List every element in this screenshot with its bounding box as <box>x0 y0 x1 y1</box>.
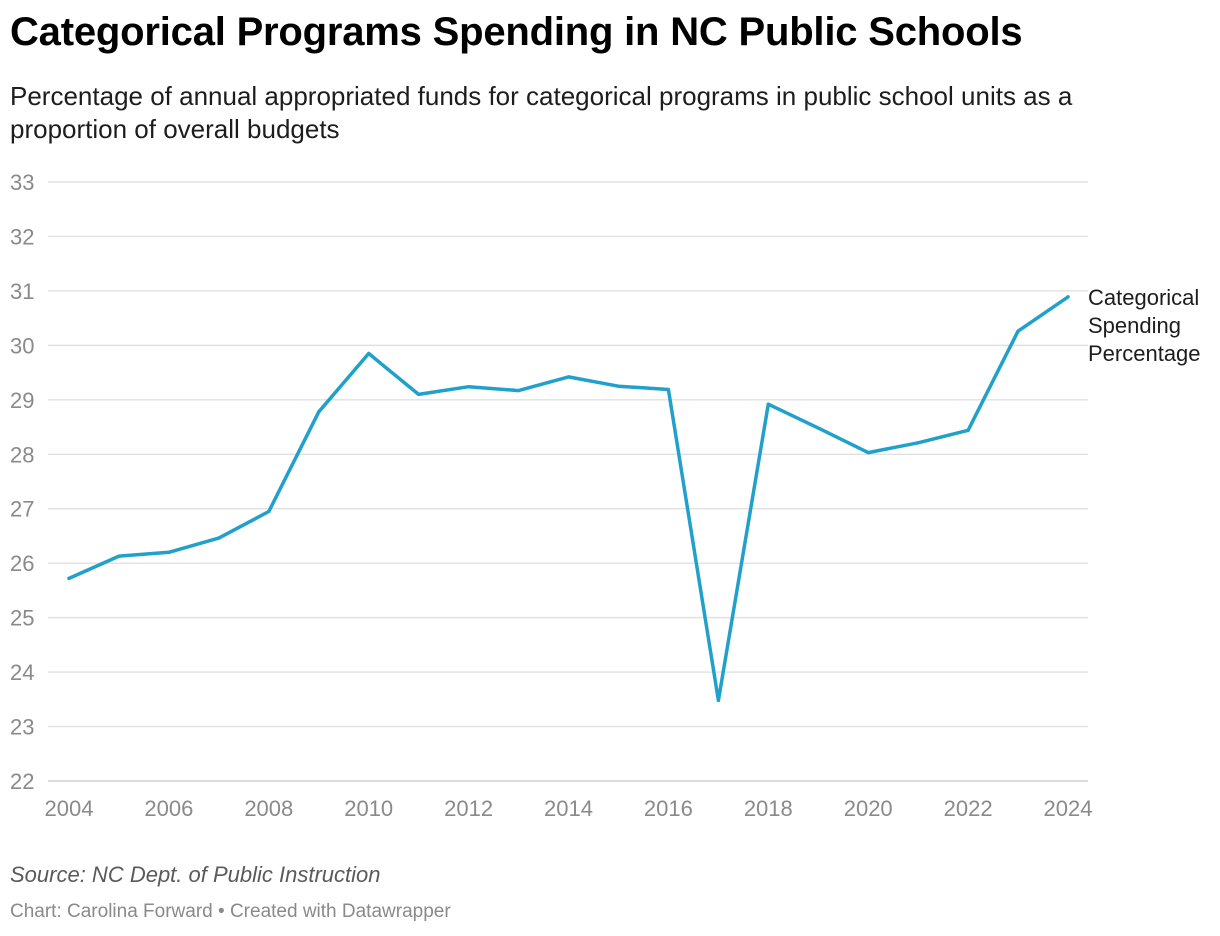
chart-subtitle: Percentage of annual appropriated funds … <box>10 81 1073 144</box>
data-point-2005 <box>117 554 121 558</box>
x-tick-label-2006: 2006 <box>144 796 193 821</box>
x-tick-label-2012: 2012 <box>444 796 493 821</box>
chart-credit: Chart: Carolina Forward • Created with D… <box>10 901 451 922</box>
series-line <box>67 295 1070 703</box>
y-tick-label-32: 32 <box>10 224 34 249</box>
x-tick-label-2018: 2018 <box>744 796 793 821</box>
x-tick-label-2014: 2014 <box>544 796 593 821</box>
x-tick-label-2016: 2016 <box>644 796 693 821</box>
y-axis-ticks: 22 23 24 25 26 27 28 29 30 31 32 33 <box>10 170 34 794</box>
data-point-2021 <box>916 441 920 445</box>
y-tick-label-31: 31 <box>10 279 34 304</box>
y-tick-label-27: 27 <box>10 497 34 522</box>
x-tick-label-2008: 2008 <box>244 796 293 821</box>
y-tick-label-30: 30 <box>10 333 34 358</box>
y-tick-label-28: 28 <box>10 442 34 467</box>
data-point-2008 <box>267 509 271 514</box>
y-tick-label-25: 25 <box>10 606 34 631</box>
data-point-2019 <box>816 426 820 430</box>
gridlines <box>48 181 1088 782</box>
series-label: Categorical Spending Percentage <box>1088 285 1201 366</box>
line-chart: 22 23 24 25 26 27 28 29 30 31 32 33 2004 2006 2008 201… <box>10 170 1201 821</box>
data-point-2009 <box>317 410 321 414</box>
data-point-2007 <box>217 536 221 540</box>
series-label-line: Percentage <box>1088 341 1201 366</box>
series-label-line: Spending <box>1088 313 1181 338</box>
data-point-2011 <box>417 392 421 396</box>
series-label-line: Categorical <box>1088 285 1199 310</box>
x-tick-label-2004: 2004 <box>45 796 94 821</box>
data-point-2016 <box>666 387 671 392</box>
y-tick-label-24: 24 <box>10 660 34 685</box>
source-note: Source: NC Dept. of Public Instruction <box>10 862 381 887</box>
data-point-2020 <box>866 451 870 455</box>
y-tick-label-26: 26 <box>10 551 34 576</box>
data-point-2013 <box>516 388 521 393</box>
data-point-2022 <box>966 428 970 432</box>
x-tick-label-2010: 2010 <box>344 796 393 821</box>
chart-title: Categorical Programs Spending in NC Publ… <box>10 10 1023 54</box>
data-point-2006 <box>167 550 171 554</box>
data-point-2010 <box>367 351 371 356</box>
data-point-2015 <box>616 384 621 388</box>
y-tick-label-23: 23 <box>10 715 34 740</box>
data-point-2023 <box>1016 329 1020 333</box>
data-point-2024 <box>1066 295 1070 299</box>
x-tick-label-2020: 2020 <box>844 796 893 821</box>
data-point-2012 <box>467 385 471 389</box>
x-axis-ticks: 2004 2006 2008 2010 2012 2014 2016 2018 2020 2022… <box>45 796 1093 821</box>
series-layer: Categorical Spending Percentage <box>67 285 1201 703</box>
data-point-2004 <box>67 576 71 581</box>
x-tick-label-2022: 2022 <box>944 796 993 821</box>
y-tick-label-29: 29 <box>10 388 34 413</box>
x-tick-label-2024: 2024 <box>1044 796 1093 821</box>
y-tick-label-22: 22 <box>10 769 34 794</box>
data-point-2014 <box>566 375 571 379</box>
data-point-2017 <box>716 698 720 703</box>
y-tick-label-33: 33 <box>10 170 34 195</box>
data-point-2018 <box>766 402 770 406</box>
